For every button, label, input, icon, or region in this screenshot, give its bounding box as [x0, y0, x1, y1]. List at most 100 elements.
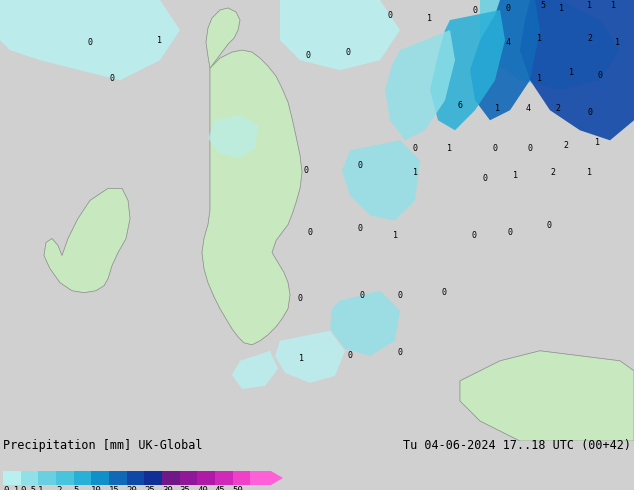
Text: 0: 0 — [387, 10, 392, 20]
Text: 0: 0 — [358, 161, 363, 170]
Polygon shape — [460, 351, 634, 441]
Text: 35: 35 — [179, 486, 190, 490]
Text: 20: 20 — [127, 486, 138, 490]
Text: 0: 0 — [304, 166, 309, 175]
Text: 0: 0 — [547, 221, 552, 230]
Bar — [74, 471, 91, 485]
Bar — [197, 471, 215, 485]
Polygon shape — [206, 8, 240, 68]
Text: 2: 2 — [550, 168, 555, 177]
Bar — [109, 471, 127, 485]
Text: 1: 1 — [413, 168, 418, 177]
Text: 0: 0 — [588, 108, 593, 117]
Polygon shape — [342, 140, 420, 220]
Bar — [127, 471, 145, 485]
Polygon shape — [202, 50, 302, 345]
Text: 0: 0 — [398, 348, 403, 357]
Text: 0: 0 — [527, 144, 533, 153]
Text: 10: 10 — [91, 486, 102, 490]
Polygon shape — [232, 351, 278, 389]
Text: 0: 0 — [505, 3, 510, 13]
Text: Precipitation [mm] UK-Global: Precipitation [mm] UK-Global — [3, 439, 202, 452]
Bar — [3, 471, 21, 485]
Text: 0: 0 — [359, 291, 365, 300]
Text: 6: 6 — [458, 101, 462, 110]
Polygon shape — [202, 50, 302, 345]
Text: 1: 1 — [588, 0, 593, 9]
Text: 0: 0 — [472, 5, 477, 15]
Text: 2: 2 — [56, 486, 61, 490]
Polygon shape — [44, 189, 130, 293]
Bar — [38, 471, 56, 485]
Text: 1: 1 — [38, 486, 44, 490]
Text: 4: 4 — [505, 38, 510, 47]
Bar — [179, 471, 197, 485]
Text: 0: 0 — [358, 224, 363, 233]
Text: 2: 2 — [588, 34, 593, 43]
Text: 1: 1 — [569, 68, 574, 76]
Text: 1: 1 — [588, 168, 593, 177]
Text: 1: 1 — [427, 14, 432, 23]
Text: 0: 0 — [398, 291, 403, 300]
Bar — [21, 471, 38, 485]
Text: 50: 50 — [233, 486, 243, 490]
Polygon shape — [330, 291, 400, 356]
Polygon shape — [385, 30, 455, 140]
Bar — [56, 471, 74, 485]
Text: 0: 0 — [297, 294, 302, 303]
Bar — [91, 471, 109, 485]
Text: 40: 40 — [197, 486, 208, 490]
Text: 0: 0 — [482, 174, 488, 183]
Text: 2: 2 — [555, 104, 560, 113]
Text: 0: 0 — [347, 351, 353, 360]
Text: 1: 1 — [448, 144, 453, 153]
Text: 1: 1 — [559, 3, 564, 13]
Polygon shape — [275, 331, 345, 383]
Text: 1: 1 — [616, 38, 621, 47]
Text: 0: 0 — [507, 228, 512, 237]
Text: 30: 30 — [162, 486, 172, 490]
Text: 0: 0 — [441, 288, 446, 297]
FancyArrow shape — [268, 471, 283, 485]
Text: 0: 0 — [307, 228, 313, 237]
Text: 2: 2 — [564, 141, 569, 150]
Text: 0: 0 — [493, 144, 498, 153]
Polygon shape — [206, 8, 240, 68]
Polygon shape — [430, 10, 505, 130]
Text: 0: 0 — [472, 231, 477, 240]
Text: 45: 45 — [215, 486, 226, 490]
Text: 15: 15 — [109, 486, 120, 490]
Text: 1: 1 — [496, 104, 500, 113]
Bar — [215, 471, 233, 485]
Text: 1: 1 — [299, 354, 304, 363]
Text: 0: 0 — [87, 38, 93, 47]
Text: 5: 5 — [74, 486, 79, 490]
Polygon shape — [520, 0, 634, 140]
Text: 0.1: 0.1 — [3, 486, 19, 490]
Text: 0: 0 — [306, 50, 311, 60]
Text: 1: 1 — [512, 171, 517, 180]
Text: Tu 04-06-2024 17..18 UTC (00+42): Tu 04-06-2024 17..18 UTC (00+42) — [403, 439, 631, 452]
Text: 1: 1 — [538, 34, 543, 43]
Text: 1: 1 — [157, 36, 162, 45]
Text: 25: 25 — [145, 486, 155, 490]
Text: 4: 4 — [526, 104, 531, 113]
Polygon shape — [280, 0, 400, 70]
Bar — [162, 471, 179, 485]
Text: 1: 1 — [538, 74, 543, 83]
Text: 1: 1 — [394, 231, 399, 240]
Polygon shape — [0, 0, 180, 80]
Text: 0.5: 0.5 — [21, 486, 37, 490]
Text: 0: 0 — [413, 144, 418, 153]
Text: 0: 0 — [597, 71, 602, 80]
Text: 5: 5 — [541, 0, 545, 9]
Bar — [233, 471, 250, 485]
Polygon shape — [470, 0, 540, 120]
Polygon shape — [480, 0, 620, 90]
Text: 0: 0 — [346, 48, 351, 57]
Polygon shape — [208, 115, 258, 158]
Bar — [145, 471, 162, 485]
Text: 0: 0 — [110, 74, 115, 83]
Bar — [250, 471, 268, 485]
Text: 1: 1 — [612, 0, 616, 9]
